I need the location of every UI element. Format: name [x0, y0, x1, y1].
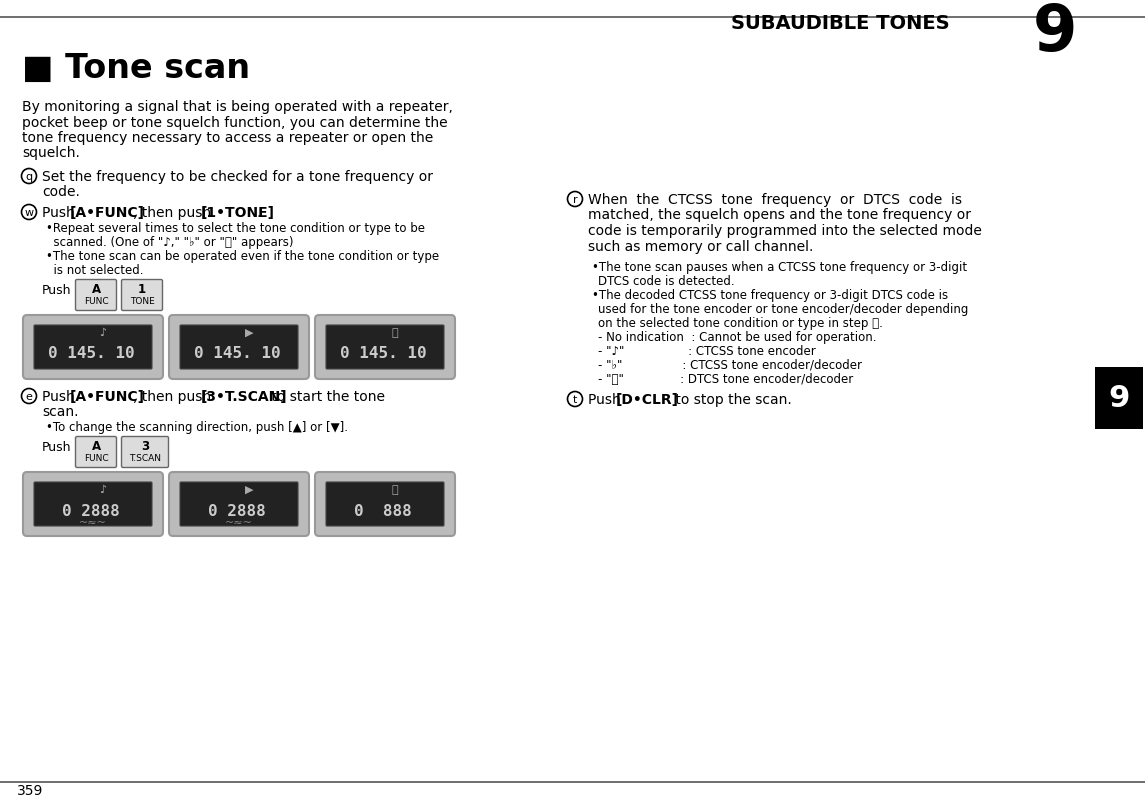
Text: A: A: [92, 283, 101, 296]
Text: Ⓢ: Ⓢ: [392, 484, 398, 494]
Text: code is temporarily programmed into the selected mode: code is temporarily programmed into the …: [589, 224, 982, 237]
FancyBboxPatch shape: [180, 482, 298, 526]
Text: ♪: ♪: [100, 484, 106, 494]
FancyBboxPatch shape: [315, 316, 455, 379]
Text: ~≈~: ~≈~: [79, 517, 106, 528]
Text: ♪: ♪: [100, 327, 106, 338]
FancyBboxPatch shape: [315, 472, 455, 537]
Text: e: e: [25, 391, 32, 402]
Text: By monitoring a signal that is being operated with a repeater,: By monitoring a signal that is being ope…: [22, 100, 453, 114]
FancyBboxPatch shape: [34, 482, 152, 526]
Text: scanned. (One of "♪," "♭" or "Ⓢ" appears): scanned. (One of "♪," "♭" or "Ⓢ" appears…: [46, 236, 293, 249]
Text: When  the  CTCSS  tone  frequency  or  DTCS  code  is: When the CTCSS tone frequency or DTCS co…: [589, 192, 962, 207]
Text: used for the tone encoder or tone encoder/decoder depending: used for the tone encoder or tone encode…: [598, 302, 969, 316]
Text: Push: Push: [42, 284, 71, 297]
Text: pocket beep or tone squelch function, you can determine the: pocket beep or tone squelch function, yo…: [22, 115, 448, 129]
Text: •The tone scan can be operated even if the tone condition or type: •The tone scan can be operated even if t…: [46, 249, 440, 263]
Text: 3: 3: [141, 440, 149, 453]
Text: [3•T.SCAN]: [3•T.SCAN]: [202, 390, 287, 403]
Text: ▶: ▶: [245, 327, 253, 338]
Text: 9: 9: [1108, 384, 1130, 413]
Text: such as memory or call channel.: such as memory or call channel.: [589, 239, 813, 253]
Text: [1•TONE]: [1•TONE]: [202, 206, 275, 220]
FancyBboxPatch shape: [169, 472, 309, 537]
Text: - No indication  : Cannot be used for operation.: - No indication : Cannot be used for ope…: [598, 330, 877, 343]
Text: - "♪"                 : CTCSS tone encoder: - "♪" : CTCSS tone encoder: [598, 345, 815, 358]
Text: , then push: , then push: [133, 206, 215, 220]
Text: •To change the scanning direction, push [▲] or [▼].: •To change the scanning direction, push …: [46, 420, 348, 433]
FancyBboxPatch shape: [169, 316, 309, 379]
Text: •The tone scan pauses when a CTCSS tone frequency or 3-digit: •The tone scan pauses when a CTCSS tone …: [592, 261, 968, 273]
FancyBboxPatch shape: [326, 482, 444, 526]
Text: •Repeat several times to select the tone condition or type to be: •Repeat several times to select the tone…: [46, 221, 425, 235]
Text: q: q: [25, 172, 32, 182]
FancyBboxPatch shape: [1095, 367, 1143, 429]
Text: .: .: [256, 206, 261, 220]
Text: Set the frequency to be checked for a tone frequency or: Set the frequency to be checked for a to…: [42, 170, 433, 184]
Text: 0 2888: 0 2888: [208, 503, 266, 518]
Text: FUNC: FUNC: [84, 297, 109, 306]
Text: ~≈~: ~≈~: [226, 517, 253, 528]
Text: ▶: ▶: [245, 484, 253, 494]
Text: on the selected tone condition or type in step ⓑ.: on the selected tone condition or type i…: [598, 317, 883, 330]
Text: 0  888: 0 888: [354, 503, 412, 518]
Text: 0 2888: 0 2888: [62, 503, 120, 518]
FancyBboxPatch shape: [23, 472, 163, 537]
Text: is not selected.: is not selected.: [46, 264, 143, 277]
FancyBboxPatch shape: [180, 326, 298, 370]
Text: [A•FUNC]: [A•FUNC]: [70, 206, 145, 220]
FancyBboxPatch shape: [23, 316, 163, 379]
Text: t: t: [572, 395, 577, 404]
Text: FUNC: FUNC: [84, 454, 109, 463]
FancyBboxPatch shape: [121, 437, 168, 468]
Text: - "♭"                : CTCSS tone encoder/decoder: - "♭" : CTCSS tone encoder/decoder: [598, 358, 862, 371]
Text: code.: code.: [42, 185, 80, 199]
Text: A: A: [92, 440, 101, 453]
Text: DTCS code is detected.: DTCS code is detected.: [598, 274, 735, 288]
Text: 0 145. 10: 0 145. 10: [340, 346, 426, 361]
Text: 0 145. 10: 0 145. 10: [48, 346, 134, 361]
Text: - "Ⓢ"               : DTCS tone encoder/decoder: - "Ⓢ" : DTCS tone encoder/decoder: [598, 373, 853, 386]
FancyBboxPatch shape: [76, 437, 117, 468]
Text: Ⓢ: Ⓢ: [392, 327, 398, 338]
Text: Push: Push: [42, 390, 79, 403]
Text: squelch.: squelch.: [22, 146, 80, 160]
Text: 9: 9: [1033, 2, 1077, 64]
FancyBboxPatch shape: [121, 280, 163, 311]
Text: •The decoded CTCSS tone frequency or 3-digit DTCS code is: •The decoded CTCSS tone frequency or 3-d…: [592, 289, 948, 302]
Text: Push: Push: [42, 440, 71, 453]
Text: r: r: [572, 195, 577, 205]
FancyBboxPatch shape: [326, 326, 444, 370]
Text: Push: Push: [589, 392, 625, 407]
Text: 1: 1: [137, 283, 147, 296]
Text: , then push: , then push: [133, 390, 215, 403]
Text: [D•CLR]: [D•CLR]: [616, 392, 679, 407]
Text: TONE: TONE: [129, 297, 155, 306]
Text: ■ Tone scan: ■ Tone scan: [22, 52, 250, 85]
Text: to stop the scan.: to stop the scan.: [671, 392, 791, 407]
Text: w: w: [24, 208, 33, 217]
Text: tone frequency necessary to access a repeater or open the: tone frequency necessary to access a rep…: [22, 131, 433, 145]
Text: SUBAUDIBLE TONES: SUBAUDIBLE TONES: [731, 14, 949, 33]
Text: matched, the squelch opens and the tone frequency or: matched, the squelch opens and the tone …: [589, 209, 971, 222]
Text: [A•FUNC]: [A•FUNC]: [70, 390, 145, 403]
FancyBboxPatch shape: [76, 280, 117, 311]
Text: to start the tone: to start the tone: [267, 390, 385, 403]
FancyBboxPatch shape: [34, 326, 152, 370]
Text: 0 145. 10: 0 145. 10: [194, 346, 281, 361]
Text: 359: 359: [17, 783, 44, 797]
Text: scan.: scan.: [42, 405, 79, 419]
Text: T.SCAN: T.SCAN: [129, 454, 161, 463]
Text: Push: Push: [42, 206, 79, 220]
